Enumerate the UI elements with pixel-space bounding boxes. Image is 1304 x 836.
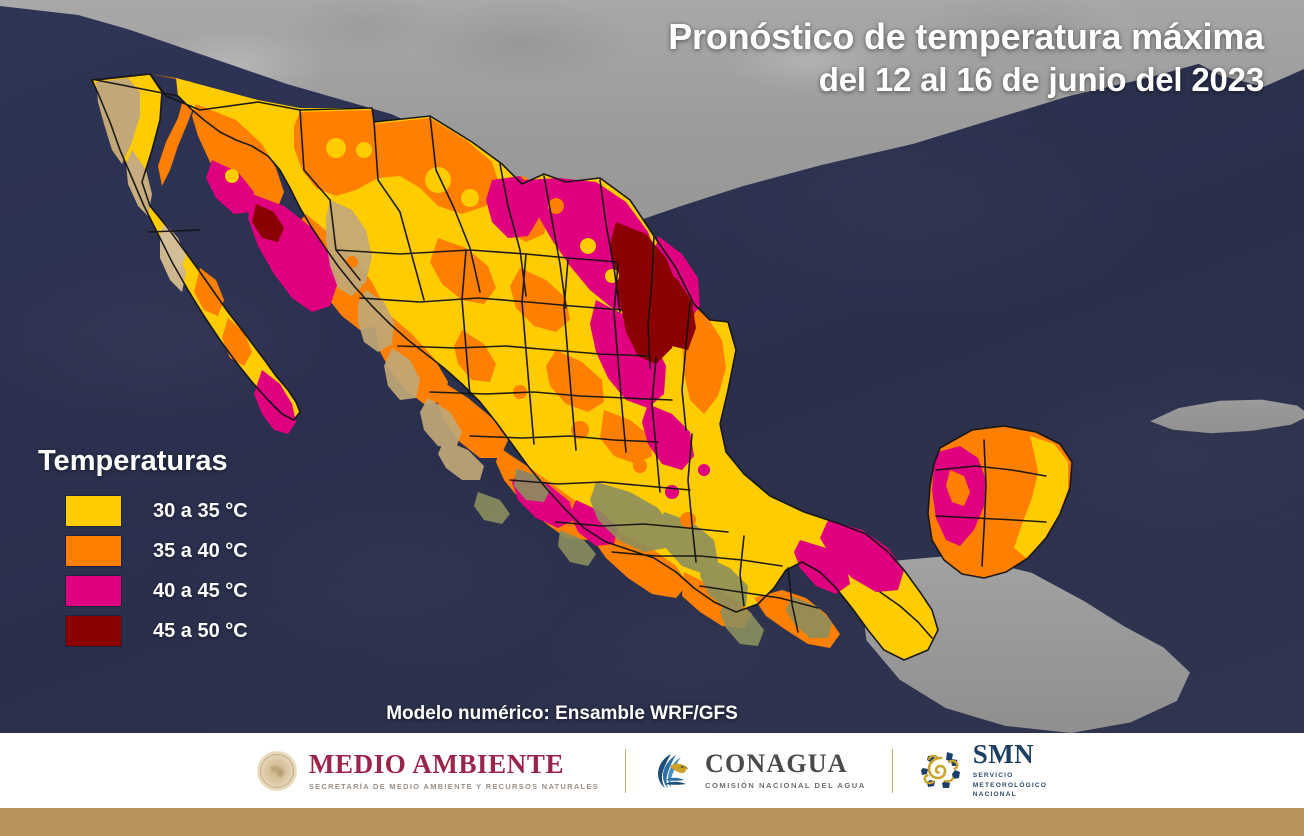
footer-divider-1 bbox=[624, 748, 626, 793]
title-block: Pronóstico de temperatura máxima del 12 … bbox=[668, 16, 1264, 100]
region-baja-california bbox=[92, 74, 300, 434]
footer-logo-bar: MEDIO AMBIENTE SECRETARÍA DE MEDIO AMBIE… bbox=[0, 733, 1304, 808]
state-borders bbox=[91, 73, 1073, 661]
legend-item-30-35: 30 a 35 °C bbox=[36, 496, 248, 526]
legend-label-45-50: 45 a 50 °C bbox=[153, 619, 248, 642]
smn-subtitle-line-1: SERVICIO bbox=[972, 772, 1014, 780]
legend-item-35-40: 35 a 40 °C bbox=[36, 536, 248, 566]
logo-conagua: CONAGUA COMISIÓN NACIONAL DEL AGUA bbox=[652, 750, 866, 792]
legend-swatch-40-45 bbox=[66, 576, 121, 606]
smn-subtitle-line-2: METEOROLÓGICO bbox=[972, 781, 1048, 789]
legend-item-40-45: 40 a 45 °C bbox=[36, 576, 248, 606]
legend-label-30-35: 30 a 35 °C bbox=[153, 499, 248, 522]
model-caption: Modelo numérico: Ensamble WRF/GFS bbox=[386, 703, 738, 724]
page-subtitle-daterange: del 12 al 16 de junio del 2023 bbox=[818, 61, 1264, 99]
smn-spiral-icon bbox=[919, 748, 963, 792]
conagua-wave-eagle-icon bbox=[652, 750, 694, 792]
mexico-national-emblem-icon bbox=[256, 750, 297, 791]
map-canvas: Pronóstico de temperatura máxima del 12 … bbox=[0, 0, 1304, 733]
page-title: Pronóstico de temperatura máxima bbox=[668, 16, 1264, 57]
medio-ambiente-title: MEDIO AMBIENTE bbox=[308, 748, 565, 779]
legend-swatch-30-35 bbox=[66, 496, 121, 526]
legend-label-35-40: 35 a 40 °C bbox=[153, 539, 248, 562]
mexico-temperature-overlay bbox=[91, 73, 1073, 661]
legend-swatch-35-40 bbox=[66, 536, 121, 566]
bottom-accent-bar bbox=[0, 808, 1304, 836]
smn-title: SMN bbox=[972, 739, 1034, 770]
logo-smn: SMN SERVICIO METEOROLÓGICO NACIONAL bbox=[919, 741, 1047, 799]
logo-medio-ambiente: MEDIO AMBIENTE SECRETARÍA DE MEDIO AMBIE… bbox=[256, 748, 599, 791]
smn-subtitle-line-3: NACIONAL bbox=[972, 791, 1017, 799]
legend-title: Temperaturas bbox=[38, 445, 228, 477]
region-yucatan-peninsula bbox=[928, 426, 1072, 578]
region-mainland-mexico bbox=[176, 78, 938, 660]
legend-label-40-45: 40 a 45 °C bbox=[153, 579, 248, 602]
temperature-legend: Temperaturas 30 a 35 °C 35 a 40 °C 40 a … bbox=[36, 445, 248, 656]
legend-item-45-50: 45 a 50 °C bbox=[36, 616, 248, 646]
footer-divider-2 bbox=[891, 748, 893, 793]
conagua-title: CONAGUA bbox=[704, 749, 848, 778]
conagua-subtitle: COMISIÓN NACIONAL DEL AGUA bbox=[704, 781, 866, 790]
legend-swatch-45-50 bbox=[66, 616, 121, 646]
medio-ambiente-subtitle: SECRETARÍA DE MEDIO AMBIENTE Y RECURSOS … bbox=[308, 781, 599, 791]
